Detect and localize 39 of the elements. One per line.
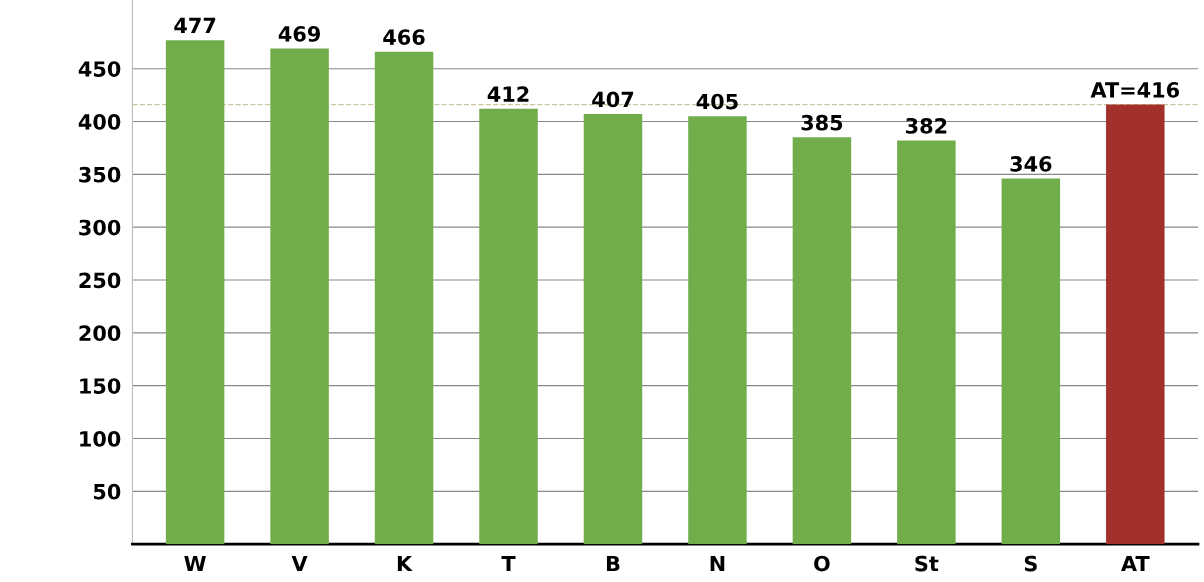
bar — [270, 48, 329, 545]
x-tick-label: T — [501, 555, 516, 572]
data-label: 477 — [174, 17, 216, 34]
data-label: 382 — [906, 117, 947, 134]
y-tick-label: 150 — [80, 378, 121, 394]
data-label: 466 — [383, 29, 425, 45]
data-label: 469 — [278, 26, 320, 42]
x-tick-label: St — [915, 555, 939, 572]
data-label: 385 — [801, 114, 843, 131]
bar — [1001, 178, 1061, 545]
x-tick-label: K — [397, 555, 413, 572]
y-tick-label: 300 — [79, 219, 121, 236]
y-tick-label: 100 — [80, 430, 121, 447]
y-tick-label: 50 — [93, 483, 121, 500]
bar — [792, 137, 852, 545]
data-label: 412 — [487, 86, 529, 102]
bar — [688, 116, 747, 545]
y-tick-label: 400 — [78, 113, 121, 130]
bar — [897, 140, 956, 545]
data-label: 405 — [696, 93, 738, 110]
x-tick-label: N — [710, 555, 725, 572]
bar — [165, 40, 225, 545]
bar — [374, 51, 434, 545]
x-tick-label: O — [814, 555, 830, 572]
y-tick-label: 450 — [78, 61, 121, 77]
bar — [479, 108, 538, 545]
x-tick-label: S — [1024, 555, 1037, 572]
y-tick-label: 250 — [79, 272, 121, 289]
data-label: 407 — [592, 91, 634, 108]
bar — [1106, 104, 1165, 545]
data-label: 346 — [1010, 156, 1052, 172]
x-tick-label: V — [291, 555, 308, 572]
x-tick-label: AT — [1121, 555, 1150, 572]
bar — [583, 114, 643, 545]
data-label: AT=416 — [1090, 82, 1180, 98]
x-tick-label: W — [184, 555, 206, 572]
y-tick-label: 350 — [79, 166, 121, 183]
y-tick-label: 200 — [79, 325, 121, 342]
x-tick-label: B — [606, 555, 620, 572]
